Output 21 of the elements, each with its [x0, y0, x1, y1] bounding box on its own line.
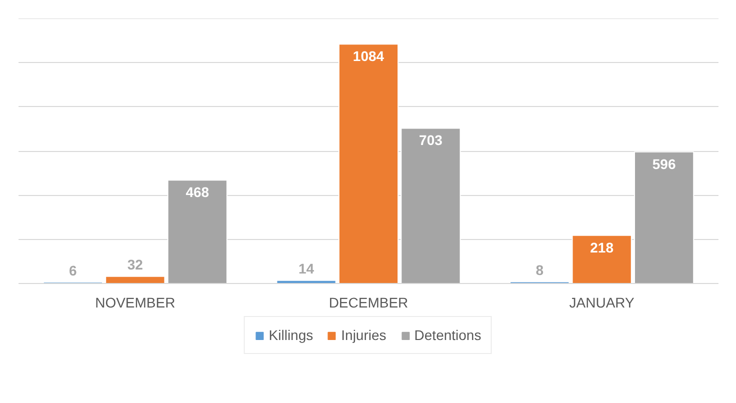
data-label: 218 — [590, 239, 614, 256]
data-label: 8 — [536, 262, 544, 278]
data-label: 703 — [419, 132, 443, 148]
data-label: 14 — [298, 260, 314, 276]
bar — [105, 276, 166, 284]
legend-label: Injuries — [341, 327, 386, 343]
legend-label: Detentions — [414, 327, 482, 343]
legend-label: Killings — [268, 327, 314, 343]
bar — [167, 180, 228, 284]
data-label: 6 — [69, 262, 78, 278]
bar — [572, 234, 632, 284]
bar — [400, 128, 461, 284]
x-tick-label: NOVEMBER — [95, 294, 176, 310]
bar — [634, 151, 694, 284]
x-tick-label: JANUARY — [569, 294, 636, 310]
bar — [338, 44, 399, 284]
data-label: 596 — [652, 156, 676, 172]
x-tick-label: DECEMBER — [328, 294, 408, 310]
data-label: 468 — [186, 184, 210, 200]
data-label: 1084 — [352, 48, 384, 64]
data-label: 32 — [127, 256, 144, 273]
